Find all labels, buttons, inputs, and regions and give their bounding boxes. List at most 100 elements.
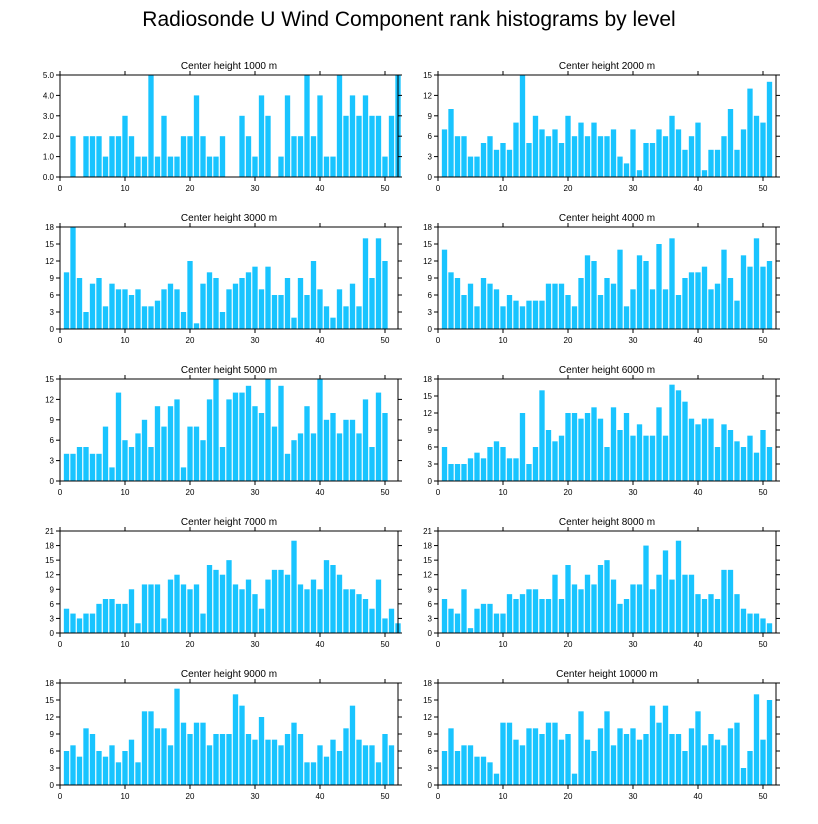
histogram-bar bbox=[291, 722, 297, 785]
histogram-bar bbox=[643, 435, 649, 481]
histogram-bar bbox=[604, 560, 610, 633]
histogram-bar bbox=[519, 413, 526, 481]
histogram-bar bbox=[349, 283, 356, 329]
x-tick-label: 50 bbox=[381, 488, 390, 497]
histogram-bar bbox=[727, 430, 734, 481]
histogram-bar bbox=[180, 312, 187, 329]
histogram-svg: Center height 3000 m 0 3 6 9 12 15 18 0 10 20 30 40 5… bbox=[45, 213, 402, 345]
histogram-bar bbox=[526, 143, 532, 177]
histogram-bar bbox=[487, 762, 493, 785]
histogram-bar bbox=[200, 440, 206, 481]
histogram-bar bbox=[571, 413, 578, 481]
histogram-bar bbox=[493, 613, 500, 633]
histogram-bar bbox=[226, 289, 232, 329]
y-tick-label: 18 bbox=[423, 679, 432, 688]
histogram-bar bbox=[83, 447, 89, 481]
histogram-bar bbox=[565, 565, 571, 633]
histogram-bar bbox=[532, 589, 539, 633]
histogram-bar bbox=[135, 156, 141, 177]
histogram-bar bbox=[323, 756, 330, 785]
histogram-bar bbox=[330, 317, 336, 329]
histogram-bar bbox=[200, 283, 206, 329]
histogram-bar bbox=[161, 115, 167, 177]
histogram-bar bbox=[382, 618, 388, 633]
histogram-bar bbox=[578, 418, 584, 481]
panel-title: Center height 7000 m bbox=[181, 517, 277, 528]
histogram-bar bbox=[760, 739, 766, 785]
x-tick-label: 30 bbox=[629, 792, 638, 801]
y-tick-label: 4.0 bbox=[43, 91, 55, 100]
histogram-bar bbox=[258, 608, 265, 633]
histogram-bar bbox=[115, 289, 122, 329]
x-tick-label: 40 bbox=[694, 184, 703, 193]
x-tick-label: 0 bbox=[58, 336, 63, 345]
histogram-bar bbox=[734, 149, 740, 177]
histogram-bar bbox=[558, 143, 565, 177]
histogram-bar bbox=[83, 136, 89, 177]
panel-10000m: Center height 10000 m 0 3 6 9 12 15 18 0 10 20 30 40… bbox=[418, 653, 780, 801]
histogram-bar bbox=[721, 136, 727, 177]
histogram-bar bbox=[135, 762, 141, 785]
histogram-bar bbox=[604, 447, 610, 481]
histogram-bar bbox=[382, 734, 388, 785]
histogram-bar bbox=[148, 75, 154, 177]
histogram-bar bbox=[141, 156, 148, 177]
y-tick-label: 6 bbox=[428, 600, 433, 609]
panel-5000m: Center height 5000 m 0 3 6 9 12 15 0 10 20 30 40 50 bbox=[40, 349, 402, 497]
histogram-bar bbox=[109, 283, 115, 329]
histogram-bar bbox=[669, 734, 675, 785]
histogram-bar bbox=[258, 413, 265, 481]
histogram-bar bbox=[649, 705, 656, 785]
histogram-bar bbox=[310, 136, 317, 177]
histogram-bar bbox=[265, 579, 271, 633]
histogram-bar bbox=[239, 705, 245, 785]
panel-title: Center height 9000 m bbox=[181, 669, 277, 680]
histogram-bar bbox=[714, 447, 721, 481]
histogram-bar bbox=[493, 149, 500, 177]
histogram-svg: Center height 7000 m 0 3 6 9 12 15 18 21 0 10 20 30 4… bbox=[45, 517, 402, 649]
histogram-bar bbox=[362, 745, 369, 785]
histogram-bar bbox=[330, 413, 336, 481]
histogram-bar bbox=[219, 574, 226, 633]
histogram-bar bbox=[604, 711, 610, 785]
histogram-bar bbox=[708, 289, 714, 329]
histogram-bar bbox=[219, 312, 226, 329]
x-tick-label: 20 bbox=[186, 488, 195, 497]
histogram-bar bbox=[662, 289, 669, 329]
histogram-bar bbox=[584, 739, 591, 785]
y-tick-label: 6 bbox=[50, 436, 55, 445]
y-tick-label: 12 bbox=[423, 91, 432, 100]
panel-1000m: Center height 1000 m 0.0 1.0 2.0 3.0 4.0 5.0 0 1… bbox=[40, 45, 402, 193]
histogram-bar bbox=[310, 579, 317, 633]
y-tick-label: 9 bbox=[428, 112, 433, 121]
y-tick-label: 15 bbox=[423, 240, 432, 249]
histogram-bar bbox=[740, 129, 747, 177]
y-tick-label: 3.0 bbox=[43, 112, 55, 121]
histogram-bar bbox=[630, 289, 636, 329]
x-tick-label: 50 bbox=[759, 488, 768, 497]
x-tick-label: 10 bbox=[499, 488, 508, 497]
histogram-bar bbox=[526, 300, 532, 329]
histogram-bar bbox=[356, 739, 362, 785]
histogram-bar bbox=[323, 560, 330, 633]
y-tick-label: 21 bbox=[45, 527, 54, 536]
histogram-bar bbox=[656, 129, 662, 177]
y-tick-label: 6 bbox=[50, 747, 55, 756]
histogram-bar bbox=[643, 261, 649, 329]
histogram-bar bbox=[343, 589, 349, 633]
histogram-bar bbox=[154, 406, 161, 481]
histogram-bar bbox=[271, 569, 278, 633]
histogram-bar bbox=[682, 401, 688, 481]
histogram-bar bbox=[317, 379, 323, 481]
histogram-bar bbox=[369, 745, 375, 785]
histogram-bar bbox=[441, 249, 448, 329]
histogram-bar bbox=[102, 426, 109, 481]
histogram-bar bbox=[265, 379, 271, 481]
histogram-bar bbox=[96, 136, 102, 177]
histogram-bar bbox=[578, 278, 584, 329]
x-tick-label: 40 bbox=[694, 792, 703, 801]
histogram-bar bbox=[245, 136, 252, 177]
histogram-bar bbox=[526, 589, 532, 633]
histogram-bar bbox=[591, 584, 597, 633]
histogram-bar bbox=[513, 599, 519, 633]
